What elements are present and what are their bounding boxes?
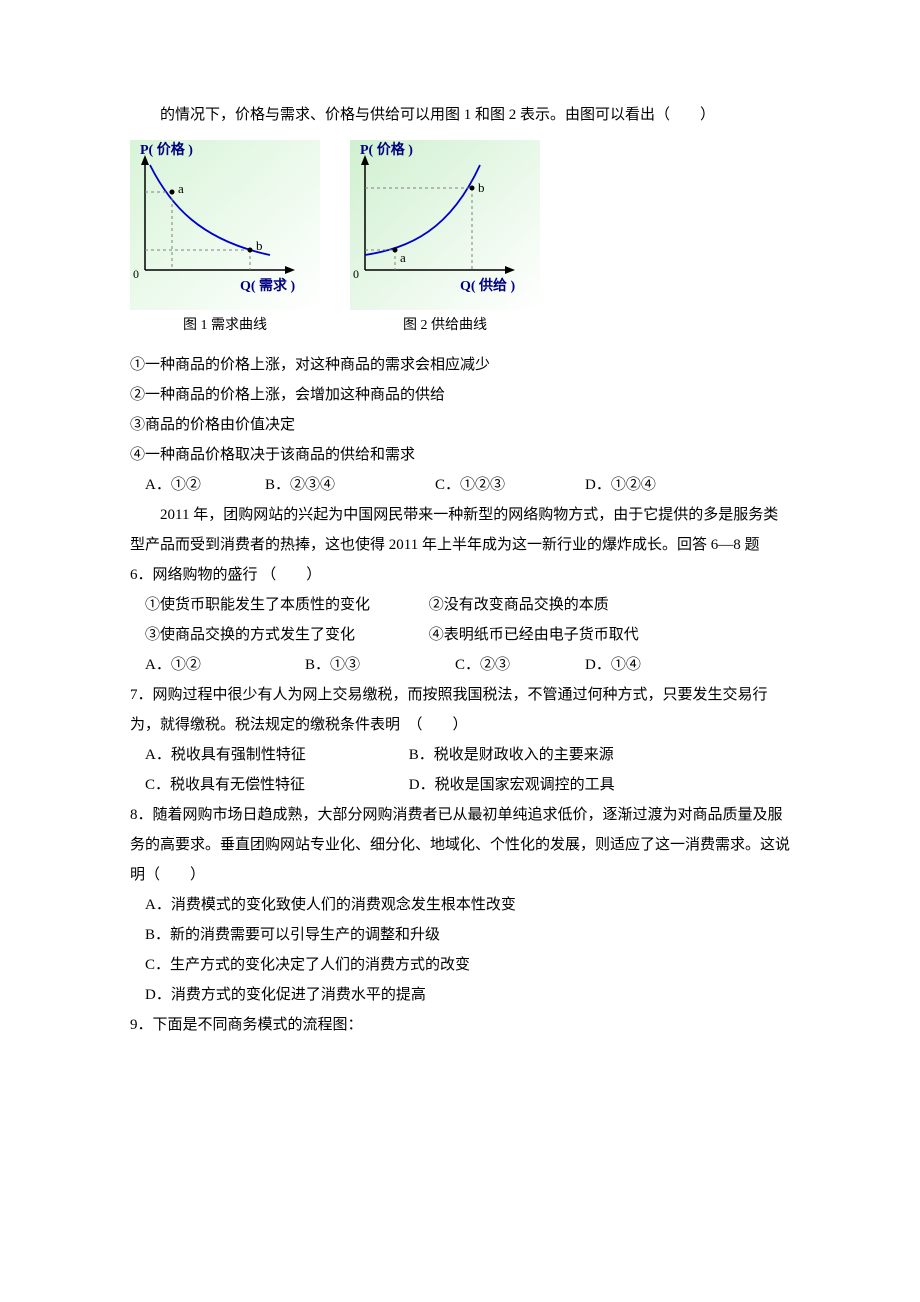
chart2-origin: 0 <box>353 267 359 281</box>
charts-row: P( 价格 ) 0 a b Q( 需求 ) 图 1 需求曲 <box>130 140 790 340</box>
q5-intro: 的情况下，价格与需求、价格与供给可以用图 1 和图 2 表示。由图可以看出（ ） <box>130 100 790 130</box>
q5-opt-c: C．①②③ <box>435 470 585 500</box>
q5-opt-d: D．①②④ <box>585 470 705 500</box>
q6-s2: ②没有改变商品交换的本质 <box>429 597 609 613</box>
q8-opt-d: D．消费方式的变化促进了消费水平的提高 <box>130 980 790 1010</box>
q7-opt-b: B．税收是财政收入的主要来源 <box>409 747 614 763</box>
q6-opt-a: A．①② <box>145 650 305 680</box>
q7-opt-a: A．税收具有强制性特征 <box>145 740 405 770</box>
q5-s3: ③商品的价格由价值决定 <box>130 410 790 440</box>
chart1-ylabel: P( 价格 ) <box>140 141 193 158</box>
chart2-caption: 图 2 供给曲线 <box>403 312 487 340</box>
q6-row1: ①使货币职能发生了本质性的变化 ②没有改变商品交换的本质 <box>130 590 790 620</box>
q5-opt-a: A．①② <box>145 470 265 500</box>
q7-stem: 7．网购过程中很少有人为网上交易缴税，而按照我国税法，不管通过何种方式，只要发生… <box>130 680 790 740</box>
q6-opt-c: C．②③ <box>455 650 585 680</box>
chart1-origin: 0 <box>133 267 139 281</box>
chart2-label-a: a <box>400 250 406 265</box>
q5-s4: ④一种商品价格取决于该商品的供给和需求 <box>130 440 790 470</box>
chart2-point-a <box>393 248 398 253</box>
passage-6-8: 2011 年，团购网站的兴起为中国网民带来一种新型的网络购物方式，由于它提供的多… <box>130 500 790 560</box>
q6-row2: ③使商品交换的方式发生了变化 ④表明纸币已经由电子货币取代 <box>130 620 790 650</box>
chart-1-svg: P( 价格 ) 0 a b Q( 需求 ) <box>130 140 320 310</box>
q6-options: A．①② B．①③ C．②③ D．①④ <box>130 650 790 680</box>
q5-opt-b: B．②③④ <box>265 470 435 500</box>
q5-s2: ②一种商品的价格上涨，会增加这种商品的供给 <box>130 380 790 410</box>
chart-2-svg: P( 价格 ) 0 a b Q( 供给 ) <box>350 140 540 310</box>
chart2-point-b <box>470 186 475 191</box>
chart2-xlabel: Q( 供给 ) <box>460 277 516 294</box>
q8-opt-a: A．消费模式的变化致使人们的消费观念发生根本性改变 <box>130 890 790 920</box>
q5-options: A．①② B．②③④ C．①②③ D．①②④ <box>130 470 790 500</box>
chart1-point-b <box>248 248 253 253</box>
q8-stem: 8．随着网购市场日趋成熟，大部分网购消费者已从最初单纯追求低价，逐渐过渡为对商品… <box>130 800 790 890</box>
chart1-xlabel: Q( 需求 ) <box>240 277 296 294</box>
q7-opt-c: C．税收具有无偿性特征 <box>145 770 405 800</box>
chart-1-block: P( 价格 ) 0 a b Q( 需求 ) 图 1 需求曲 <box>130 140 320 340</box>
q6-opt-b: B．①③ <box>305 650 455 680</box>
q7-opt-d: D．税收是国家宏观调控的工具 <box>409 777 615 793</box>
chart2-ylabel: P( 价格 ) <box>360 141 413 158</box>
q8-opt-c: C．生产方式的变化决定了人们的消费方式的改变 <box>130 950 790 980</box>
chart2-label-b: b <box>478 180 485 195</box>
chart1-caption: 图 1 需求曲线 <box>183 312 267 340</box>
q5-s1: ①一种商品的价格上涨，对这种商品的需求会相应减少 <box>130 350 790 380</box>
q7-row1: A．税收具有强制性特征 B．税收是财政收入的主要来源 <box>130 740 790 770</box>
q6-s1: ①使货币职能发生了本质性的变化 <box>145 590 425 620</box>
chart1-label-b: b <box>256 238 263 253</box>
q6-opt-d: D．①④ <box>585 650 705 680</box>
q6-stem: 6．网络购物的盛行 （ ） <box>130 560 790 590</box>
q9-stem: 9．下面是不同商务模式的流程图： <box>130 1010 790 1040</box>
q6-s4: ④表明纸币已经由电子货币取代 <box>429 627 639 643</box>
q8-opt-b: B．新的消费需要可以引导生产的调整和升级 <box>130 920 790 950</box>
chart1-point-a <box>170 190 175 195</box>
q6-s3: ③使商品交换的方式发生了变化 <box>145 620 425 650</box>
q7-row2: C．税收具有无偿性特征 D．税收是国家宏观调控的工具 <box>130 770 790 800</box>
chart-2-block: P( 价格 ) 0 a b Q( 供给 ) 图 2 供给曲线 <box>350 140 540 340</box>
chart1-label-a: a <box>178 181 184 196</box>
